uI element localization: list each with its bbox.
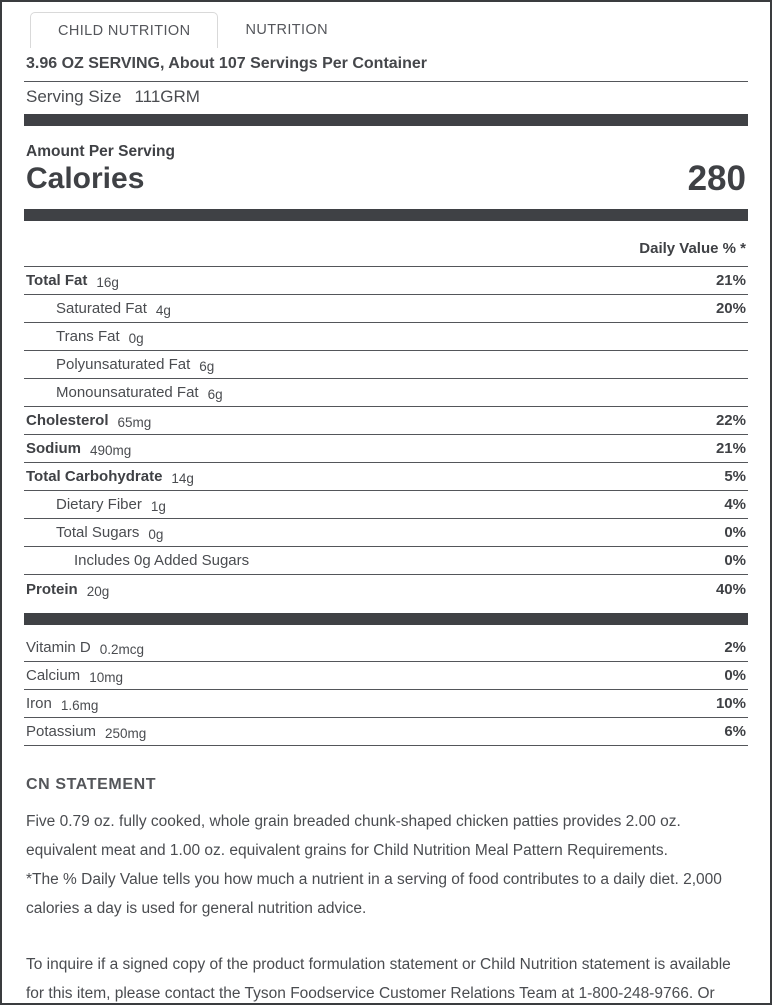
nutrient-name: Includes 0g Added Sugars [74, 552, 250, 569]
nutrient-name: Polyunsaturated Fat [56, 356, 191, 373]
nutrient-amount: 1g [150, 499, 166, 514]
vitamin-name: Calcium [26, 667, 81, 684]
nutrient-row-cholesterol: Cholesterol 65mg 22% [24, 407, 748, 435]
nutrient-row-monounsaturated-fat: Monounsaturated Fat 6g [24, 379, 748, 407]
nutrient-amount: 16g [96, 275, 119, 290]
vitamin-name: Vitamin D [26, 639, 91, 656]
nutrient-amount: 0g [148, 527, 164, 542]
nutrient-daily-value: 20% [715, 300, 746, 317]
nutrient-row-polyunsaturated-fat: Polyunsaturated Fat 6g [24, 351, 748, 379]
nutrient-name: Saturated Fat [56, 300, 147, 317]
vitamin-daily-value: 10% [715, 695, 746, 712]
nutrient-daily-value: 22% [715, 412, 746, 429]
nutrient-row-trans-fat: Trans Fat 0g [24, 323, 748, 351]
nutrient-name: Protein [26, 580, 78, 598]
nutrient-name: Cholesterol [26, 412, 109, 429]
calories-label: Calories [26, 162, 145, 195]
nutrient-daily-value: 4% [724, 496, 746, 513]
vitamin-name: Potassium [26, 723, 97, 740]
nutrient-daily-value: 21% [715, 272, 746, 289]
nutrient-daily-value: 21% [715, 440, 746, 457]
cn-statement-body: Five 0.79 oz. fully cooked, whole grain … [26, 807, 748, 923]
vitamin-row-potassium: Potassium 250mg 6% [24, 718, 748, 746]
nutrient-name: Monounsaturated Fat [56, 384, 199, 401]
nutrient-amount: 0g [128, 331, 144, 346]
serving-size-value: 111GRM [134, 87, 200, 106]
vitamin-daily-value: 6% [724, 723, 746, 740]
nutrient-row-saturated-fat: Saturated Fat 4g 20% [24, 295, 748, 323]
cn-statement-heading: CN STATEMENT [26, 776, 157, 793]
vitamin-amount: 1.6mg [60, 698, 99, 713]
nutrient-daily-value: 40% [715, 580, 746, 598]
vitamin-row-calcium: Calcium 10mg 0% [24, 662, 748, 690]
vitamin-name: Iron [26, 695, 52, 712]
vitamin-row-iron: Iron 1.6mg 10% [24, 690, 748, 718]
nutrient-name: Dietary Fiber [56, 496, 142, 513]
nutrient-amount: 6g [199, 359, 215, 374]
nutrient-amount: 20g [86, 583, 110, 599]
vitamin-daily-value: 0% [724, 667, 746, 684]
nutrient-daily-value: 5% [724, 468, 746, 485]
nutrient-name: Trans Fat [56, 328, 120, 345]
nutrient-name: Total Sugars [56, 524, 140, 541]
nutrient-name: Sodium [26, 440, 81, 457]
divider-bar-calories [24, 209, 748, 221]
vitamin-amount: 250mg [105, 726, 147, 741]
nutrient-row-total-sugars: Total Sugars 0g 0% [24, 519, 748, 547]
nutrient-row-sodium: Sodium 490mg 21% [24, 435, 748, 463]
serving-size-row: Serving Size 111GRM [24, 82, 748, 114]
tab-child-nutrition[interactable]: CHILD NUTRITION [30, 12, 219, 48]
vitamin-amount: 0.2mcg [99, 642, 145, 657]
nutrient-row-added-sugars: Includes 0g Added Sugars 0% [24, 547, 748, 575]
nutrient-amount: 4g [155, 303, 171, 318]
divider-bar-vitamins [24, 613, 748, 625]
nutrient-amount: 490mg [90, 443, 132, 458]
nutrient-daily-value: 0% [724, 552, 746, 569]
nutrient-amount: 6g [207, 387, 223, 402]
nutrient-row-total-carbohydrate: Total Carbohydrate 14g 5% [24, 463, 748, 491]
nutrient-amount: 14g [171, 471, 194, 486]
amount-per-serving-label: Amount Per Serving [26, 143, 175, 160]
contact-paragraph: To inquire if a signed copy of the produ… [26, 950, 748, 1003]
calories-row: Calories 280 [26, 161, 746, 196]
serving-size-label: Serving Size [26, 87, 122, 106]
nutrient-daily-value: 0% [724, 524, 746, 541]
tab-nutrition[interactable]: NUTRITION [245, 22, 329, 38]
nutrient-name: Total Fat [26, 272, 88, 289]
nutrient-row-dietary-fiber: Dietary Fiber 1g 4% [24, 491, 748, 519]
vitamin-daily-value: 2% [724, 639, 746, 656]
nutrient-name: Total Carbohydrate [26, 468, 163, 485]
divider-bar-top [24, 114, 748, 126]
calories-value: 280 [687, 159, 746, 198]
daily-value-footnote: *The % Daily Value tells you how much a … [26, 871, 722, 917]
vitamin-row-vitamin-d: Vitamin D 0.2mcg 2% [24, 634, 748, 662]
nutrient-row-protein: Protein 20g 40% [24, 575, 748, 603]
nutrient-row-total-fat: Total Fat 16g 21% [24, 267, 748, 295]
vitamin-amount: 10mg [89, 670, 123, 685]
serving-header: 3.96 OZ SERVING, About 107 Servings Per … [24, 48, 748, 82]
nutrition-tabs: CHILD NUTRITION NUTRITION [30, 12, 748, 48]
nutrient-amount: 65mg [117, 415, 152, 430]
cn-statement-text: Five 0.79 oz. fully cooked, whole grain … [26, 813, 681, 859]
daily-value-header: Daily Value % * [24, 221, 748, 267]
contact-text: To inquire if a signed copy of the produ… [26, 956, 731, 1002]
